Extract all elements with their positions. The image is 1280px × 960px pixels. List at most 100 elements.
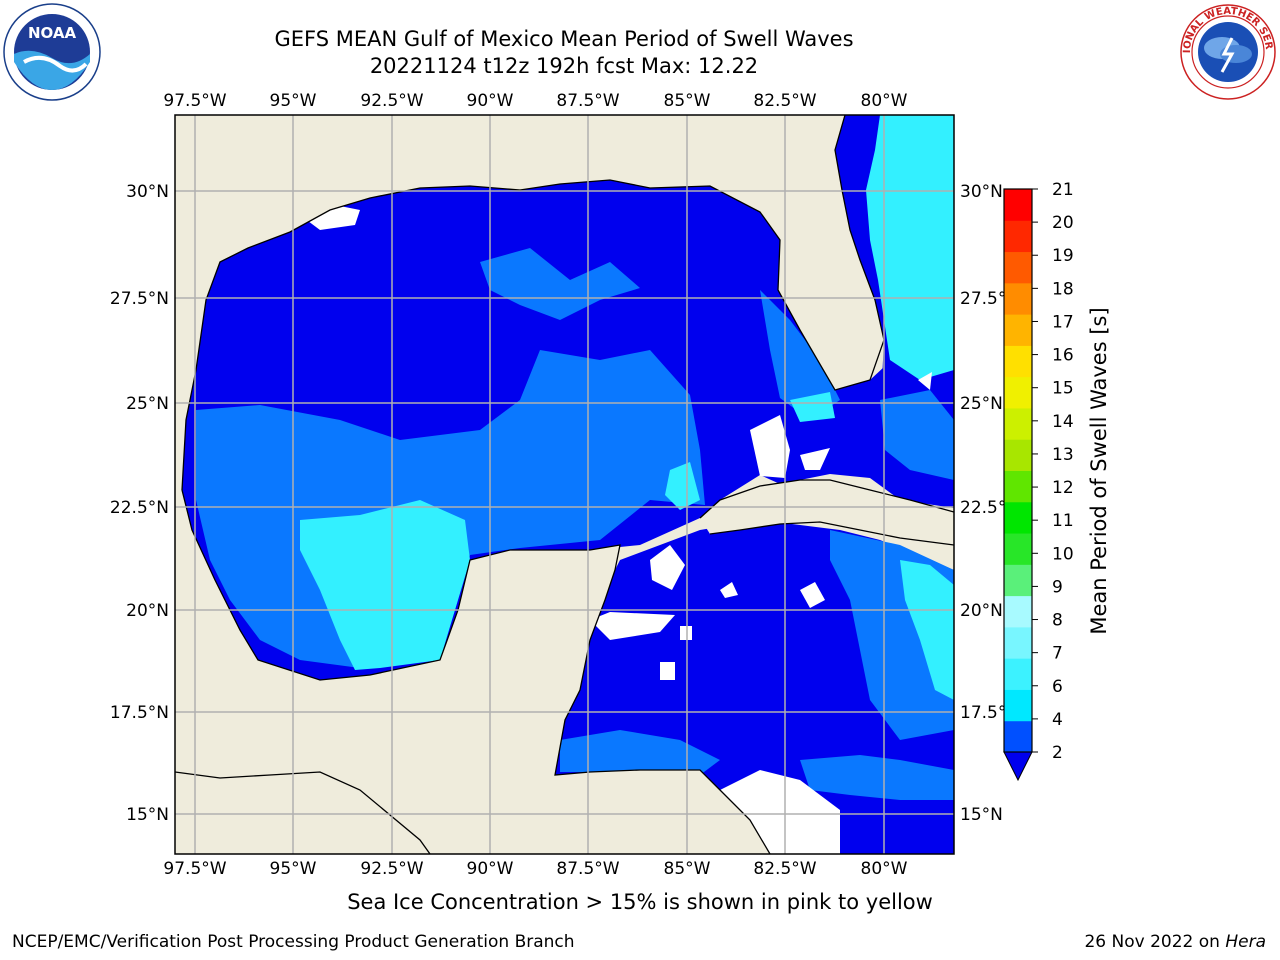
caribbean-south-band	[800, 755, 954, 800]
map-subtitle: 20221124 t12z 192h fcst Max: 12.22	[369, 54, 759, 78]
graticule	[175, 115, 954, 854]
colorbar-tick-label: 13	[1052, 445, 1074, 465]
colorbar-tick-label: 20	[1052, 213, 1074, 233]
lon-label-top: 80°W	[861, 91, 908, 111]
lat-label-left: 20°N	[126, 601, 169, 621]
colorbar: 2 4 6 7 8 9 10 11 12 13 14 15 16 17 18 19 20 21	[1003, 180, 1074, 782]
atlantic-cyan	[866, 115, 954, 380]
colorbar-swatch	[1004, 345, 1032, 378]
campeche-cyan	[300, 500, 470, 670]
colorbar-swatch	[1004, 626, 1032, 659]
lon-label-top: 87.5°W	[556, 91, 619, 111]
cuba-land	[700, 480, 954, 545]
lon-label-top: 95°W	[270, 91, 317, 111]
gap-caribbean-1	[650, 545, 685, 590]
gap-caribbean-2	[590, 612, 675, 640]
gap-cuba-east	[918, 372, 932, 390]
lat-label-left: 25°N	[126, 394, 169, 414]
colorbar-tick-label: 7	[1052, 644, 1063, 664]
florida-land	[175, 115, 884, 490]
keys-cyan	[790, 392, 835, 422]
colorbar-swatch	[1004, 189, 1032, 221]
colorbar-tick-label: 4	[1052, 710, 1063, 730]
gap-florida-straits	[750, 415, 790, 478]
colorbar-tick-label: 21	[1052, 180, 1074, 200]
colorbar-swatch	[1004, 720, 1032, 753]
lon-label-bottom: 92.5°W	[360, 859, 423, 879]
lon-label-bottom: 80°W	[861, 859, 908, 879]
lon-label-top: 92.5°W	[360, 91, 423, 111]
colorbar-swatch	[1004, 501, 1032, 534]
gap-caribbean-3	[800, 582, 825, 608]
lat-label-right: 25°N	[960, 394, 1003, 414]
straits-cyan	[665, 462, 700, 510]
lon-label-bottom: 97.5°W	[163, 859, 226, 879]
map-title: GEFS MEAN Gulf of Mexico Mean Period of …	[274, 27, 854, 51]
lat-label-left: 22.5°N	[110, 498, 169, 518]
lat-label-left: 27.5°N	[110, 289, 169, 309]
footer-date-text: 26 Nov 2022 on	[1084, 932, 1226, 952]
footer-date: 26 Nov 2022 on Hera	[1084, 932, 1266, 952]
colorbar-swatch	[1004, 533, 1032, 565]
lon-label-top: 90°W	[467, 91, 514, 111]
atlantic-lightblue	[880, 390, 954, 480]
lat-label-right: 20°N	[960, 601, 1003, 621]
map-frame	[174, 114, 955, 855]
colorbar-under-triangle	[1003, 751, 1033, 782]
lon-label-top: 85°W	[664, 91, 711, 111]
footer-credit: NCEP/EMC/Verification Post Processing Pr…	[12, 932, 575, 952]
colorbar-frame	[1003, 188, 1033, 753]
colorbar-swatch	[1004, 220, 1032, 253]
colorbar-swatch	[1004, 470, 1032, 503]
colorbar-tick-label: 2	[1052, 743, 1063, 763]
gulf-east-band	[760, 290, 840, 420]
gap-caribbean-5	[660, 662, 675, 680]
lat-label-left: 17.5°N	[110, 703, 169, 723]
nws-logo: NATIONAL WEATHER SERVICE	[1178, 2, 1276, 100]
gap-straits-2	[800, 448, 830, 470]
colorbar-tick-label: 11	[1052, 511, 1074, 531]
colorbar-tick-label: 12	[1052, 478, 1074, 498]
colorbar-swatch	[1004, 595, 1032, 628]
colorbar-swatch	[1004, 407, 1032, 440]
colorbar-tick-label: 17	[1052, 312, 1074, 332]
caribbean-lightblue-south	[560, 730, 720, 775]
lat-label-right: 30°N	[960, 182, 1003, 202]
colorbar-swatch	[1004, 439, 1032, 471]
colorbar-swatch	[1004, 314, 1032, 346]
colorbar-tick-label: 8	[1052, 611, 1063, 631]
lon-label-bottom: 90°W	[467, 859, 514, 879]
colorbar-swatch	[1004, 282, 1032, 315]
lon-label-top: 97.5°W	[163, 91, 226, 111]
yucatan-land	[175, 545, 770, 854]
colorbar-swatch	[1004, 376, 1032, 409]
lon-label-bottom: 87.5°W	[556, 859, 619, 879]
colorbar-tick-label: 10	[1052, 544, 1074, 564]
colorbar-label: Mean Period of Swell Waves [s]	[1087, 307, 1111, 634]
lat-label-left: 30°N	[126, 182, 169, 202]
colorbar-swatch	[1004, 251, 1032, 284]
lon-label-top: 82.5°W	[753, 91, 816, 111]
lat-label-left: 15°N	[126, 805, 169, 825]
caribbean-cyan	[900, 560, 954, 700]
coastlines	[175, 115, 954, 854]
colorbar-tick-label: 15	[1052, 379, 1074, 399]
colorbar-swatch	[1004, 689, 1032, 722]
gap-caribbean-6	[680, 626, 692, 640]
colorbar-tick-label: 16	[1052, 346, 1074, 366]
lat-label-right: 15°N	[960, 805, 1003, 825]
colorbar-tick-label: 14	[1052, 412, 1074, 432]
footer-host: Hera	[1225, 932, 1266, 952]
sea-ice-note: Sea Ice Concentration > 15% is shown in …	[347, 890, 933, 914]
colorbar-swatch	[1004, 564, 1032, 597]
colorbar-tick-label: 19	[1052, 246, 1074, 266]
lon-label-bottom: 85°W	[664, 859, 711, 879]
gap-caribbean-4	[720, 582, 738, 598]
colorbar-tick-label: 6	[1052, 677, 1063, 697]
colorbar-tick-label: 9	[1052, 577, 1063, 597]
colorbar-swatch	[1004, 658, 1032, 690]
gulf-upper-band	[480, 248, 640, 320]
lon-label-bottom: 82.5°W	[753, 859, 816, 879]
lon-label-bottom: 95°W	[270, 859, 317, 879]
